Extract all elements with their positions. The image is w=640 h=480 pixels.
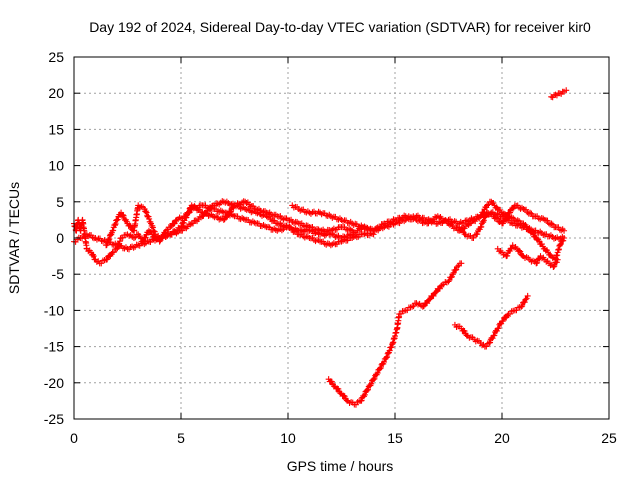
series-arc-8 <box>325 260 465 408</box>
ticks <box>73 56 610 420</box>
y-tick-label: 20 <box>48 85 64 101</box>
data-points <box>325 260 465 408</box>
y-tick-label: -10 <box>44 302 64 318</box>
y-tick-label: -5 <box>52 266 65 282</box>
x-axis-label: GPS time / hours <box>287 458 394 474</box>
y-tick-label: 10 <box>48 158 64 174</box>
tick-labels: 0 5 10 15 20 25 -25 -20 -15 -10 -5 0 5 10 15 20 25 <box>44 49 617 446</box>
y-tick-label: 0 <box>56 230 64 246</box>
y-tick-label: 5 <box>56 194 64 210</box>
y-tick-label: -15 <box>44 339 64 355</box>
x-tick-label: 15 <box>387 430 403 446</box>
data-points <box>548 87 570 101</box>
grid <box>74 57 609 419</box>
y-tick-label: 15 <box>48 121 64 137</box>
x-tick-label: 25 <box>601 430 617 446</box>
data-points <box>103 198 356 249</box>
y-tick-label: -20 <box>44 375 64 391</box>
chart-title: Day 192 of 2024, Sidereal Day-to-day VTE… <box>89 19 591 35</box>
y-tick-label: -25 <box>44 411 64 427</box>
series-arc-9 <box>451 292 531 350</box>
x-tick-label: 10 <box>280 430 296 446</box>
x-tick-label: 20 <box>494 430 510 446</box>
y-tick-label: 25 <box>48 49 64 65</box>
data-points <box>451 292 531 350</box>
data-points <box>456 209 568 263</box>
data-layer <box>71 87 570 408</box>
x-tick-label: 5 <box>177 430 185 446</box>
series-arc-3 <box>103 198 356 249</box>
data-points <box>289 198 568 234</box>
x-tick-label: 0 <box>70 430 78 446</box>
series-arc-4 <box>289 198 568 234</box>
y-axis-label: SDTVAR / TECUs <box>6 182 22 294</box>
series-arc-7 <box>548 87 570 101</box>
series-arc-5 <box>456 209 568 263</box>
series-arc-6 <box>494 242 561 270</box>
data-points <box>494 242 561 270</box>
